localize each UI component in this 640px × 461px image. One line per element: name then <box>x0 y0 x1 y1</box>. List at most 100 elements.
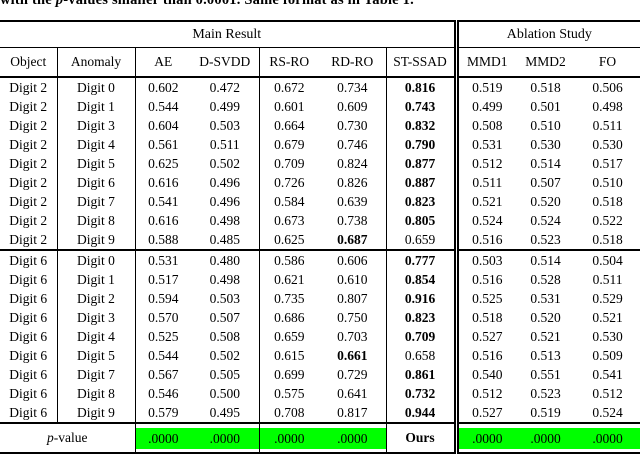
table-row: Digit 2 Digit 5 0.625 0.502 0.709 0.824 … <box>0 154 640 173</box>
value-cell: 0.503 <box>191 116 260 135</box>
value-cell: 0.519 <box>472 79 503 95</box>
value-cell: 0.516 <box>472 271 503 287</box>
anomaly-cell: Digit 5 <box>57 154 136 173</box>
table-row: Digit 2 Digit 8 0.616 0.498 0.673 0.738 … <box>0 211 640 230</box>
value-cell: 0.604 <box>148 117 179 133</box>
value-cell: 0.530 <box>530 136 561 152</box>
table-row: Digit 6 Digit 2 0.594 0.503 0.735 0.807 … <box>0 289 640 308</box>
value-cell: 0.516 <box>472 347 503 363</box>
value-cell: 0.518 <box>592 231 623 247</box>
value-cell: 0.686 <box>274 309 305 325</box>
value-cell: 0.499 <box>191 97 260 116</box>
object-cell: Digit 6 <box>0 365 58 384</box>
value-cell: 0.525 <box>472 290 503 306</box>
pvalue-cell: .0000 <box>319 422 387 453</box>
value-cell: 0.511 <box>592 271 623 287</box>
value-cell: 0.861 <box>386 365 459 384</box>
object-cell: Digit 6 <box>0 308 58 327</box>
value-cell: 0.500 <box>191 384 260 403</box>
value-cell: 0.625 <box>274 231 305 247</box>
value-cell: 0.729 <box>319 365 387 384</box>
value-cell: 0.524 <box>530 212 561 228</box>
object-cell: Digit 2 <box>0 230 58 250</box>
value-cell: 0.516 <box>472 231 503 247</box>
col-header-ae: AE <box>135 47 191 78</box>
value-cell: 0.877 <box>386 154 459 173</box>
anomaly-cell: Digit 3 <box>57 116 136 135</box>
value-cell: 0.916 <box>386 289 459 308</box>
value-cell: 0.531 <box>472 136 503 152</box>
value-cell: 0.504 <box>575 249 640 270</box>
table-row: Digit 6 Digit 8 0.546 0.500 0.575 0.641 … <box>0 384 640 403</box>
value-cell: 0.503 <box>456 249 517 270</box>
value-cell: 0.514 <box>516 249 576 270</box>
table-row: Digit 2 Digit 9 0.588 0.485 0.625 0.687 … <box>0 230 640 250</box>
value-cell: 0.480 <box>191 249 260 270</box>
object-cell: Digit 6 <box>0 249 58 270</box>
object-cell: Digit 6 <box>0 384 58 403</box>
value-cell: 0.518 <box>530 79 561 95</box>
value-cell: 0.567 <box>148 366 179 382</box>
value-cell: 0.703 <box>319 327 387 346</box>
table-row: Digit 6 Digit 3 0.570 0.507 0.686 0.750 … <box>0 308 640 327</box>
value-cell: 0.709 <box>274 155 305 171</box>
pvalue-highlight: .0000 <box>575 427 640 449</box>
value-cell: 0.521 <box>472 193 503 209</box>
value-cell: 0.506 <box>592 79 623 95</box>
value-cell: 0.528 <box>530 271 561 287</box>
value-cell: 0.495 <box>191 403 260 423</box>
value-cell: 0.726 <box>274 174 305 190</box>
value-cell: 0.730 <box>319 116 387 135</box>
object-cell: Digit 2 <box>0 211 58 230</box>
col-header-mmd1: MMD1 <box>456 47 517 78</box>
value-cell: 0.708 <box>274 404 305 420</box>
object-cell: Digit 6 <box>0 346 58 365</box>
value-cell: 0.616 <box>148 174 179 190</box>
value-cell: 0.887 <box>386 173 459 192</box>
value-cell: 0.709 <box>386 327 459 346</box>
value-cell: 0.522 <box>592 212 623 228</box>
table-row: Digit 2 Digit 1 0.544 0.499 0.601 0.609 … <box>0 97 640 116</box>
table-caption-text: with the p-values smaller than 0.0001. S… <box>0 0 414 8</box>
object-cell: Digit 2 <box>0 116 58 135</box>
pvalue-highlight: .0000 <box>458 427 517 449</box>
table-row: Digit 6 Digit 4 0.525 0.508 0.659 0.703 … <box>0 327 640 346</box>
table-row: Digit 6 Digit 5 0.544 0.502 0.615 0.661 … <box>0 346 640 365</box>
value-cell: 0.570 <box>148 309 179 325</box>
value-cell: 0.502 <box>191 154 260 173</box>
value-cell: 0.524 <box>592 404 623 420</box>
value-cell: 0.606 <box>319 249 387 270</box>
anomaly-cell: Digit 2 <box>57 289 136 308</box>
value-cell: 0.610 <box>319 270 387 289</box>
anomaly-cell: Digit 1 <box>57 270 136 289</box>
value-cell: 0.527 <box>472 404 503 420</box>
table-row: Digit 2 Digit 6 0.616 0.496 0.726 0.826 … <box>0 173 640 192</box>
col-header-object: Object <box>0 47 58 78</box>
object-cell: Digit 6 <box>0 327 58 346</box>
anomaly-cell: Digit 4 <box>57 135 136 154</box>
value-cell: 0.732 <box>386 384 459 403</box>
col-header-dsvdd: D-SVDD <box>191 47 260 78</box>
col-header-stssad: ST-SSAD <box>386 47 459 78</box>
anomaly-cell: Digit 0 <box>57 77 136 97</box>
value-cell: 0.854 <box>386 270 459 289</box>
col-header-anomaly: Anomaly <box>57 47 136 78</box>
value-cell: 0.823 <box>386 192 459 211</box>
value-cell: 0.790 <box>386 135 459 154</box>
value-cell: 0.540 <box>472 366 503 382</box>
value-cell: 0.586 <box>259 249 319 270</box>
value-cell: 0.824 <box>319 154 387 173</box>
value-cell: 0.659 <box>386 230 459 250</box>
value-cell: 0.512 <box>472 155 503 171</box>
group-header-row: Main Result Ablation Study <box>0 21 640 48</box>
pvalue-label: p-value <box>0 422 136 453</box>
value-cell: 0.510 <box>592 174 623 190</box>
value-cell: 0.508 <box>191 327 260 346</box>
value-cell: 0.544 <box>148 98 179 114</box>
value-cell: 0.687 <box>319 230 387 250</box>
value-cell: 0.511 <box>191 135 260 154</box>
value-cell: 0.944 <box>386 403 459 423</box>
value-cell: 0.530 <box>592 136 623 152</box>
value-cell: 0.513 <box>530 347 561 363</box>
value-cell: 0.472 <box>191 77 260 97</box>
